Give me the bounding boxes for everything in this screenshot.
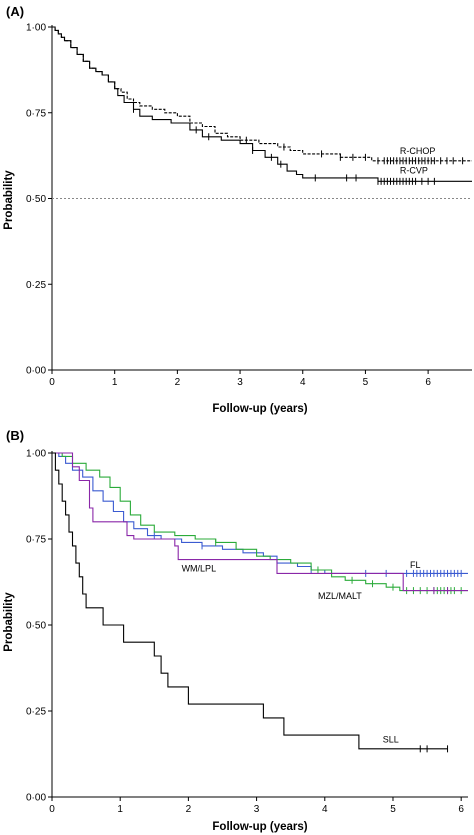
panel-a-x-axis-title: Follow-up (years)	[212, 403, 307, 415]
panel-a-chart: (A) 0·000·250·500·751·000 1 2 3 4 5 6 R-CHOPR-…	[3, 4, 472, 415]
series-mzl-malt-line	[52, 452, 468, 592]
series-r-chop-line	[52, 26, 472, 162]
panel-b-x-tick-label: 4	[322, 804, 328, 815]
panel-b-y-tick-label: 0·75	[26, 535, 46, 546]
panel-a-x-tick-label: 1	[112, 377, 118, 388]
panel-a-y-tick-label: 1·00	[26, 23, 46, 34]
series-fl-label: FL	[410, 560, 421, 570]
panel-b-y-tick-label: 0·25	[26, 707, 46, 718]
panel-a-x-tick-label: 4	[300, 377, 306, 388]
panel-b-y-tick-label: 0·50	[26, 621, 46, 632]
panel-a-y-tick-label: 0·75	[26, 108, 46, 119]
panel-b-axes: 0·00 0·25 0·50 0·75 1·00 0 1 2 3 4 5 6	[26, 449, 468, 815]
series-wm-lpl-label: WM/LPL	[182, 564, 217, 574]
panel-b-label: (B)	[6, 428, 24, 443]
panel-a-x-tick-label: 0	[49, 377, 55, 388]
panel-a-axes: 0·00 0·25 0·50 0·75 1·00 0 1 2 3 4 5 6	[26, 23, 472, 388]
panel-a-x-tick-label: 5	[363, 377, 369, 388]
panel-a-x-tick-label: 3	[237, 377, 243, 388]
panel-a-y-tick-label: 0·00	[26, 366, 46, 377]
panel-a-label: (A)	[6, 4, 24, 19]
panel-b-x-tick-label: 0	[49, 804, 55, 815]
panel-a-y-tick-label: 0·25	[26, 280, 46, 291]
panel-b-curves	[52, 452, 468, 753]
panel-b-x-tick-label: 1	[117, 804, 123, 815]
series-sll-label: SLL	[383, 735, 399, 745]
panel-a-curve-labels: R-CHOP R-CVP	[400, 146, 436, 176]
panel-b-x-tick-label: 5	[390, 804, 396, 815]
series-mzl-malt-label: MZL/MALT	[318, 591, 362, 601]
panel-b-x-tick-label: 2	[186, 804, 192, 815]
panel-a-x-tick-label: 6	[425, 377, 431, 388]
panel-a-y-tick-label: 0·50	[26, 194, 46, 205]
series-r-cvp-label: R-CVP	[400, 165, 428, 175]
series-wm-lpl-line	[52, 452, 468, 592]
panel-b-y-tick-label: 1·00	[26, 449, 46, 460]
panel-a-y-axis-title: Probability	[3, 170, 15, 230]
panel-b-x-axis-title: Follow-up (years)	[212, 821, 307, 833]
panel-b-x-tick-label: 6	[458, 804, 464, 815]
panel-b-x-tick-label: 3	[254, 804, 260, 815]
panel-b-curve-labels: FL MZL/MALT WM/LPL SLL	[182, 560, 421, 744]
panel-b-y-tick-label: 0·00	[26, 793, 46, 804]
panel-a-curves	[52, 26, 472, 185]
panel-a-x-tick-label: 2	[175, 377, 181, 388]
series-sll-line	[52, 452, 448, 750]
series-r-chop-label: R-CHOP	[400, 146, 436, 156]
panel-b-y-axis-title: Probability	[3, 592, 15, 652]
series-fl-line	[52, 452, 468, 574]
panel-b-chart: (B) 0·00 0·25 0·50 0·75 1·00 0 1 2 3 4 5 6 FL MZL/MA…	[3, 428, 468, 833]
